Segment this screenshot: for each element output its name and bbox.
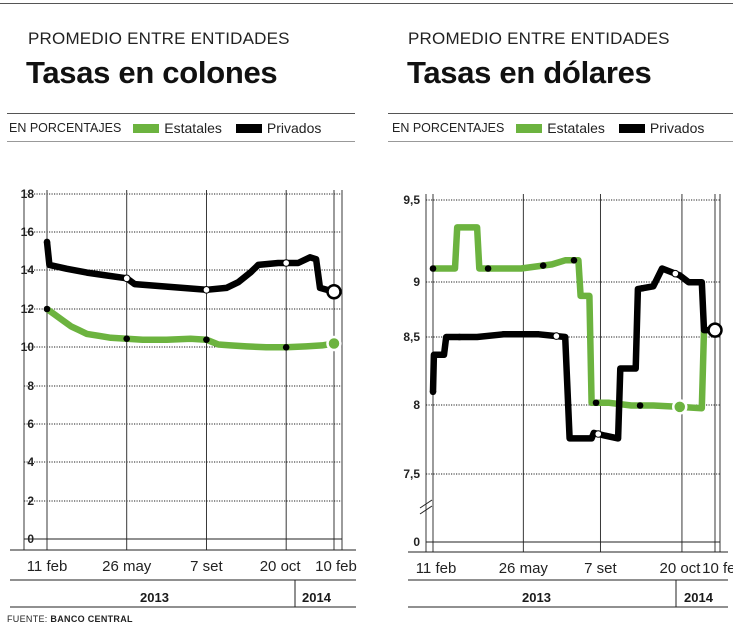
right-point-privados-3 bbox=[552, 332, 561, 340]
right-legend: EN PORCENTAJES Estatales Privados bbox=[392, 120, 718, 136]
right-y-tick-2: 8,5 bbox=[403, 330, 420, 344]
right-point-estatales-6 bbox=[672, 399, 688, 415]
left-legend-swatch-privados bbox=[235, 123, 262, 133]
left-y-tick-8: 2 bbox=[27, 494, 34, 508]
left-point-estatales-2 bbox=[203, 336, 210, 343]
left-point-privados-0 bbox=[43, 238, 51, 246]
right-x-tick-0: 11 feb bbox=[416, 560, 457, 577]
right-point-privados-7 bbox=[707, 322, 723, 338]
left-units-label: EN PORCENTAJES bbox=[9, 121, 122, 135]
left-y-tick-6: 6 bbox=[27, 417, 34, 431]
left-y-tick-9: 0 bbox=[27, 532, 34, 546]
right-y-tick-4: 7,5 bbox=[403, 467, 420, 481]
left-point-privados-2 bbox=[202, 286, 211, 294]
right-supertitle: PROMEDIO ENTRE ENTIDADES bbox=[408, 29, 670, 48]
left-x-tick-0: 11 feb bbox=[27, 558, 68, 575]
right-legend-estatales: Estatales bbox=[547, 120, 605, 136]
left-legend-swatch-estatales bbox=[133, 123, 160, 133]
right-legend-top-rule bbox=[388, 113, 733, 114]
right-point-privados-4 bbox=[594, 430, 603, 438]
right-point-estatales-4 bbox=[592, 399, 600, 407]
right-point-privados-5 bbox=[638, 284, 646, 292]
left-y-tick-4: 10 bbox=[21, 340, 35, 354]
left-x-tick-3: 20 oct bbox=[260, 558, 302, 575]
left-y-tick-0: 18 bbox=[21, 187, 35, 201]
left-point-privados-4 bbox=[326, 284, 342, 300]
left-point-estatales-4 bbox=[326, 335, 342, 352]
left-legend-top-rule bbox=[7, 113, 355, 114]
right-units-label: EN PORCENTAJES bbox=[392, 121, 505, 135]
right-x-tick-2: 7 set bbox=[584, 560, 617, 577]
left-y-tick-3: 12 bbox=[21, 302, 35, 316]
right-point-privados-6 bbox=[671, 269, 680, 278]
left-point-privados-3 bbox=[282, 259, 290, 267]
right-y-tick-1: 9 bbox=[413, 275, 420, 289]
left-legend-estatales: Estatales bbox=[164, 120, 222, 136]
left-year-2013: 2013 bbox=[140, 590, 169, 605]
right-y-tick-3: 8 bbox=[413, 398, 420, 412]
left-x-tick-2: 7 set bbox=[190, 558, 223, 575]
right-point-privados-0 bbox=[429, 388, 437, 396]
left-point-estatales-3 bbox=[282, 344, 290, 351]
right-point-privados-1 bbox=[456, 333, 463, 341]
right-series-estatales bbox=[433, 224, 708, 412]
left-y-tick-2: 14 bbox=[21, 263, 35, 277]
chart-dolares: 9,5 9 8,5 8 7,5 0 11 feb 26 may 7 set 20 oct 10 fe… bbox=[403, 193, 733, 608]
source-label: FUENTE: bbox=[7, 614, 48, 624]
right-point-estatales-0 bbox=[429, 265, 437, 272]
left-legend: EN PORCENTAJES Estatales Privados bbox=[9, 120, 335, 136]
right-year-2014: 2014 bbox=[684, 590, 713, 605]
right-point-estatales-3 bbox=[570, 256, 578, 264]
right-x-tick-3: 20 oct bbox=[660, 560, 702, 577]
left-point-estatales-0 bbox=[43, 305, 51, 313]
source-value: BANCO CENTRAL bbox=[50, 614, 133, 624]
right-legend-swatch-privados bbox=[618, 123, 645, 133]
left-year-2014: 2014 bbox=[302, 590, 331, 605]
left-supertitle: PROMEDIO ENTRE ENTIDADES bbox=[28, 29, 290, 48]
left-point-estatales-1 bbox=[123, 335, 131, 343]
left-point-privados-1 bbox=[122, 274, 131, 283]
top-rule bbox=[0, 3, 733, 4]
right-x-tick-1: 26 may bbox=[499, 560, 549, 577]
chart-colones: 18 16 14 12 10 8 6 4 2 0 11 feb 26 may 7 set 20 oct 10… bbox=[10, 187, 357, 608]
right-series-privados bbox=[429, 265, 715, 442]
right-year-2013: 2013 bbox=[522, 590, 551, 605]
right-legend-bottom-rule bbox=[388, 141, 733, 142]
left-legend-bottom-rule bbox=[7, 141, 355, 142]
left-y-tick-7: 4 bbox=[27, 455, 34, 469]
left-series-estatales bbox=[45, 306, 335, 351]
left-y-tick-1: 16 bbox=[21, 225, 35, 239]
right-point-estatales-2 bbox=[539, 262, 547, 269]
right-legend-swatch-estatales bbox=[516, 123, 543, 133]
left-title: Tasas en colones bbox=[26, 55, 278, 90]
right-x-tick-4: 10 feb bbox=[702, 560, 733, 577]
right-point-privados-2 bbox=[500, 330, 507, 338]
right-legend-privados: Privados bbox=[649, 120, 705, 136]
right-title: Tasas en dólares bbox=[407, 55, 652, 90]
source-note: FUENTE: BANCO CENTRAL bbox=[7, 614, 133, 624]
left-series-privados bbox=[43, 241, 335, 295]
right-y-tick-5: 0 bbox=[413, 535, 420, 549]
left-y-tick-5: 8 bbox=[27, 379, 34, 393]
right-point-estatales-5 bbox=[636, 402, 644, 409]
right-point-estatales-1 bbox=[484, 265, 492, 272]
left-x-tick-4: 10 feb bbox=[315, 558, 357, 575]
left-legend-privados: Privados bbox=[266, 120, 322, 136]
right-y-tick-0: 9,5 bbox=[403, 193, 420, 207]
left-x-tick-1: 26 may bbox=[102, 558, 152, 575]
